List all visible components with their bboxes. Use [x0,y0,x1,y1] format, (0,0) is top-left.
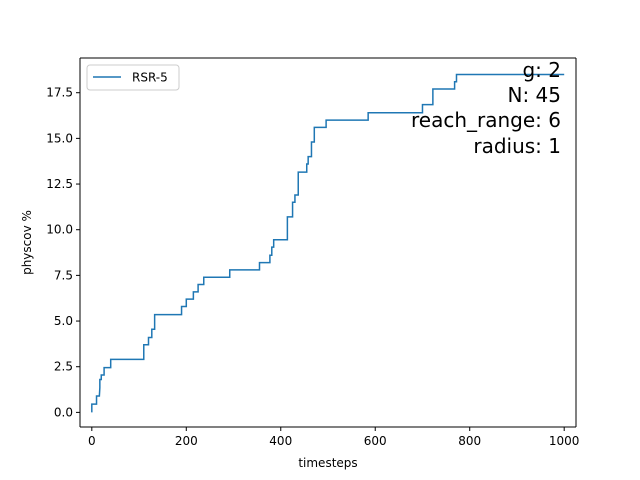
x-tick-label: 400 [269,434,292,448]
y-tick-label: 0.0 [54,405,73,419]
y-tick-label: 5.0 [54,314,73,328]
parameter-annotations: g: 2 N: 45 reach_range: 6 radius: 1 [411,58,561,158]
data-layer [91,73,565,413]
y-tick-label: 12.5 [46,177,73,191]
x-tick-label: 800 [458,434,481,448]
x-tick-label: 200 [175,434,198,448]
annotation-reach-range: reach_range: 6 [411,108,561,132]
legend: RSR-5 [86,64,180,91]
x-tick-label: 0 [88,434,96,448]
x-axis-ticks: 0 200 400 600 800 1000 [88,427,579,448]
legend-box [86,64,180,91]
x-axis-label: timesteps [298,456,357,470]
x-tick-label: 600 [364,434,387,448]
legend-label: RSR-5 [132,71,168,85]
y-tick-label: 10.0 [46,223,73,237]
y-axis-ticks: 0.0 2.5 5.0 7.5 10.0 12.5 15.0 17.5 [46,86,80,419]
axes-frame [79,57,577,428]
y-tick-label: 17.5 [46,86,73,100]
annotation-radius: radius: 1 [473,134,561,158]
y-axis-label: physcov % [20,210,34,275]
y-tick-label: 7.5 [54,268,73,282]
y-tick-label: 2.5 [54,360,73,374]
y-tick-label: 15.0 [46,131,73,145]
annotation-g: g: 2 [522,58,561,82]
annotation-n: N: 45 [507,83,561,107]
x-tick-label: 1000 [549,434,580,448]
series-line-rsr-5 [91,73,565,413]
